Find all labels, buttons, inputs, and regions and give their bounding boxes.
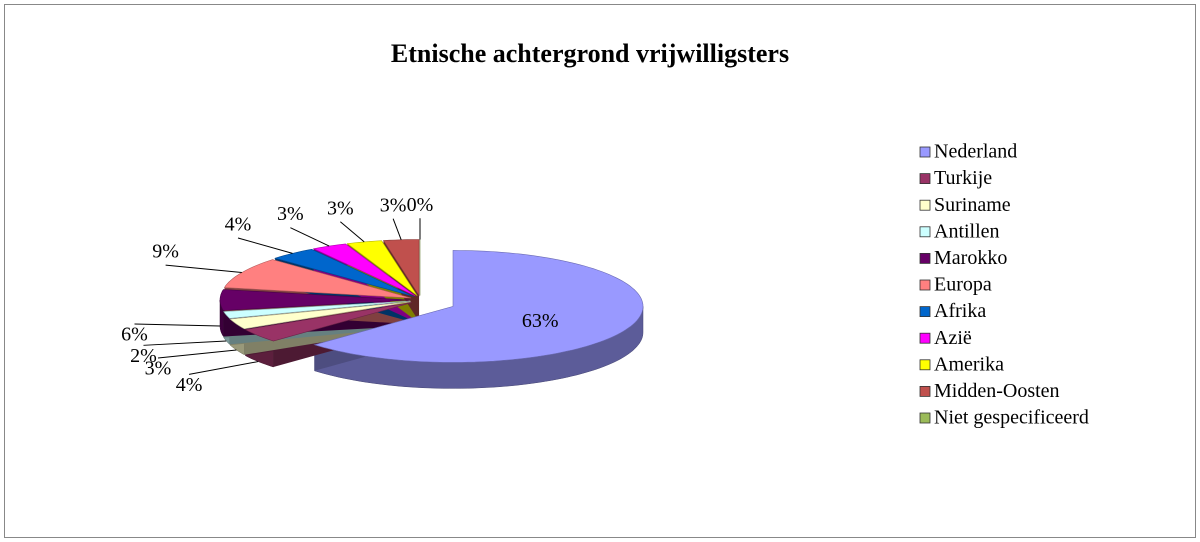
data-label: 9% [152, 241, 179, 263]
legend-swatch [919, 279, 931, 291]
pie-slice [382, 239, 420, 297]
legend-swatch [919, 146, 931, 158]
leader-line [340, 221, 365, 243]
legend-swatch [919, 306, 931, 318]
data-label: 3% [277, 203, 304, 225]
leader-line [134, 323, 221, 327]
pie-tops [219, 239, 644, 363]
pie-slice [313, 250, 644, 363]
pie-slice [312, 243, 416, 297]
legend-label: Marokko [934, 247, 1007, 269]
legend-label: Amerika [934, 353, 1004, 375]
pie-slice [219, 289, 411, 311]
legend-label: Nederland [934, 141, 1017, 163]
legend-label: Suriname [934, 194, 1011, 216]
leader-line [143, 340, 227, 346]
pie-slice [244, 302, 412, 342]
leader-line [237, 237, 293, 254]
data-label: 2% [130, 345, 157, 367]
data-label: 63% [522, 310, 559, 332]
legend-label: Turkije [934, 167, 992, 189]
legend-swatch [919, 199, 931, 211]
legend-label: Europa [934, 274, 992, 296]
data-label: 4% [176, 374, 203, 396]
legend-label: Niet gespecificeerd [934, 407, 1089, 429]
legend-swatch [919, 385, 931, 397]
leader-line [157, 349, 237, 359]
leader-line [392, 218, 402, 240]
legend-swatch [919, 226, 931, 238]
pie-slice [223, 259, 412, 299]
data-label: 4% [225, 214, 252, 236]
legend-label: Midden-Oosten [934, 380, 1060, 402]
data-label: 0% [407, 194, 434, 216]
data-label: 3% [380, 194, 407, 216]
leader-line [290, 227, 330, 247]
leader-line [165, 264, 242, 274]
legend-swatch [919, 359, 931, 371]
legend-swatch [919, 332, 931, 344]
pie-slice [229, 301, 411, 330]
legend-label: Azië [934, 327, 972, 349]
legend-swatch [919, 412, 931, 424]
legend-swatch [919, 173, 931, 185]
pie-slice [223, 300, 411, 319]
legend-label: Afrika [934, 300, 986, 322]
data-label: 3% [145, 358, 172, 380]
legend-swatch [919, 252, 931, 264]
chart-title: Etnische achtergrond vrijwilligsters [391, 39, 789, 68]
data-label: 6% [121, 324, 148, 346]
leader-line [188, 361, 259, 375]
data-label: 3% [327, 197, 354, 219]
legend-label: Antillen [934, 220, 1000, 242]
